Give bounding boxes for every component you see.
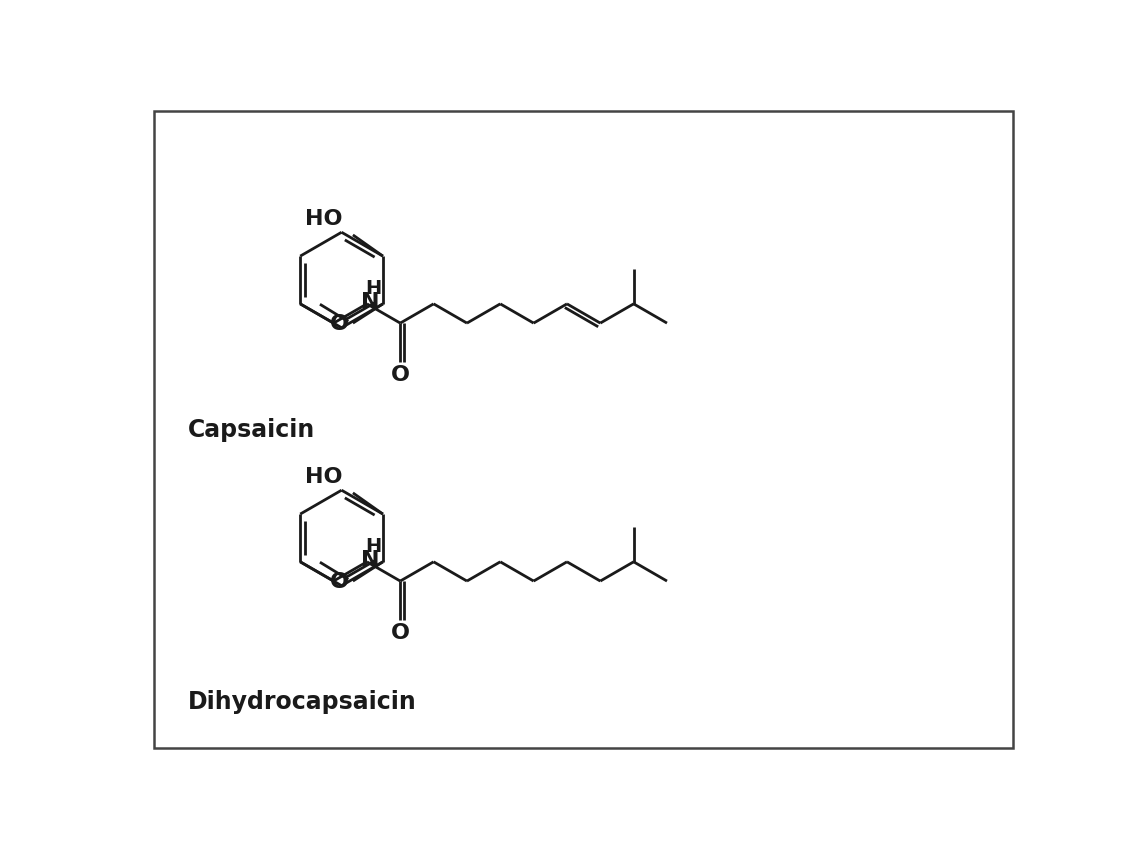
Text: methoxy: methoxy — [320, 320, 327, 322]
Text: N: N — [361, 550, 379, 569]
Text: O: O — [391, 624, 410, 643]
Text: H: H — [364, 537, 382, 556]
Text: O: O — [391, 365, 410, 386]
Text: O: O — [330, 314, 349, 334]
Text: HO: HO — [305, 466, 343, 487]
Text: N: N — [361, 292, 379, 311]
Text: Dihydrocapsaicin: Dihydrocapsaicin — [188, 690, 417, 714]
Text: H: H — [364, 279, 382, 298]
Text: Capsaicin: Capsaicin — [188, 418, 314, 443]
Text: O: O — [330, 572, 349, 591]
Text: HO: HO — [305, 208, 343, 229]
